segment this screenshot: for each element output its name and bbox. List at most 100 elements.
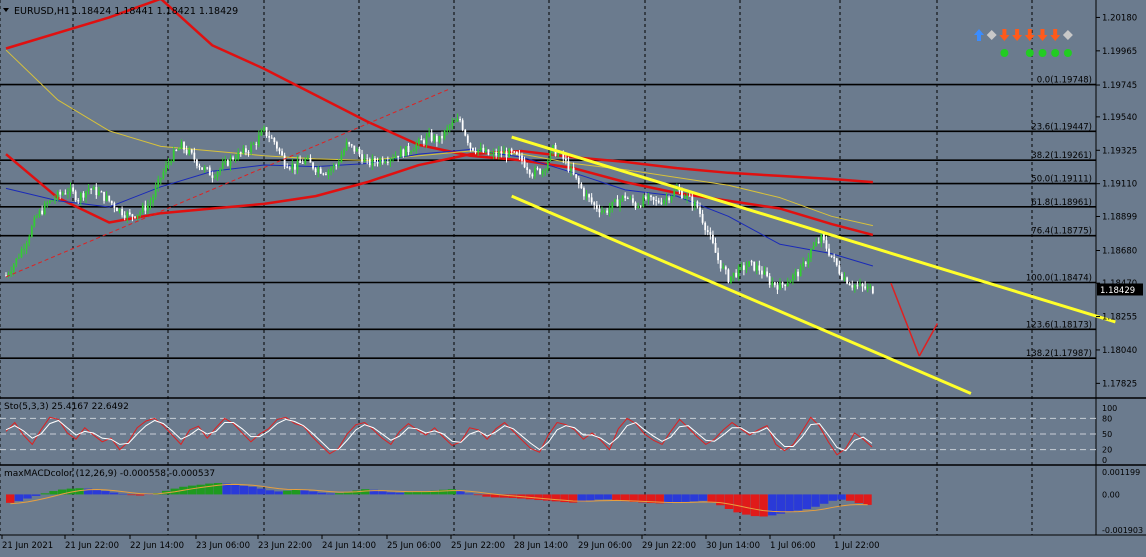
time-tick-label: 21 Jun 22:00 — [65, 541, 119, 551]
candle-body — [361, 154, 363, 162]
macd-bar — [828, 494, 838, 501]
macd-bar — [456, 491, 465, 495]
price-axis: 1.20180 1.19965 1.19745 1.19540 1.19325 1.191… — [1096, 13, 1143, 389]
candle-body — [786, 282, 789, 287]
candle-body — [644, 196, 647, 200]
candle-body — [693, 201, 696, 207]
macd-bar — [49, 491, 58, 495]
candle-body — [758, 265, 761, 271]
candle-body — [784, 284, 787, 287]
candle-body — [603, 210, 606, 212]
stochastic-line — [5, 418, 873, 452]
candle-body — [637, 206, 639, 208]
arrow-down-icon — [1024, 29, 1035, 41]
arrow-down-icon — [1012, 29, 1023, 41]
fib-level-label: 23.6(1.19447) — [1031, 122, 1092, 132]
candle-body — [639, 206, 642, 208]
macd-bar — [664, 494, 673, 504]
candle-body — [797, 271, 799, 277]
candle-body — [851, 285, 854, 288]
macd-bar — [421, 491, 431, 495]
candle-body — [25, 243, 28, 249]
macd-bar — [560, 494, 569, 503]
candle-body — [812, 245, 815, 250]
candle-body — [515, 151, 518, 155]
time-tick-label: 25 Jun 06:00 — [387, 541, 441, 551]
candle-body — [564, 158, 567, 161]
candle-body — [286, 166, 289, 168]
candle-body — [177, 148, 180, 151]
candle-body — [503, 151, 505, 154]
candle-body — [492, 152, 495, 155]
candle-body — [203, 167, 206, 170]
candle-body — [97, 191, 100, 196]
signal-dot — [1025, 49, 1034, 57]
macd-bar — [759, 494, 768, 517]
candle-body — [159, 178, 162, 180]
candle-body — [41, 210, 44, 215]
macd-bar — [846, 494, 855, 501]
candle-body — [358, 148, 361, 155]
fib-level-label: 50.0(1.19111) — [1031, 175, 1092, 185]
macd-bar — [40, 493, 49, 495]
candle-body — [642, 196, 645, 207]
candle-body — [116, 207, 118, 212]
candle-body — [273, 137, 276, 143]
menu-triangle-icon[interactable] — [3, 8, 9, 12]
macd-bar — [222, 483, 231, 495]
candle-body — [717, 252, 719, 261]
time-tick-label: 22 Jun 14:00 — [130, 541, 184, 551]
time-tick-label: 23 Jun 22:00 — [258, 541, 312, 551]
signal-dot — [1038, 49, 1047, 57]
macd-bar — [716, 494, 725, 506]
candle-body — [459, 118, 461, 121]
candle-body — [340, 155, 343, 163]
trendlines[interactable] — [5, 88, 1116, 395]
time-tick-label: 1 Jul 22:00 — [834, 541, 880, 551]
candle-body — [242, 148, 245, 153]
moving-average-line — [5, 149, 874, 267]
candle-body — [123, 215, 126, 218]
candle-body — [103, 191, 105, 201]
candle-body — [412, 150, 415, 152]
candle-body — [451, 122, 454, 126]
candle-body — [843, 277, 846, 280]
candle-body — [562, 152, 565, 159]
macd-bar — [101, 491, 110, 495]
diamond-icon — [1062, 30, 1073, 40]
stochastic-tick-label: 50 — [1102, 430, 1112, 439]
price-tick-label: 1.17825 — [1102, 379, 1137, 389]
candle-body — [755, 265, 758, 271]
trendline — [511, 135, 1116, 324]
macd-signal-line — [10, 483, 868, 513]
candle-body — [193, 152, 196, 160]
candle-body — [85, 191, 87, 198]
candle-body — [185, 149, 188, 154]
candle-body — [536, 168, 539, 170]
candle-body — [753, 261, 756, 271]
candle-body — [792, 274, 794, 281]
candle-body — [219, 168, 222, 172]
price-tick-label: 1.19110 — [1102, 180, 1137, 190]
candle-body — [5, 275, 7, 277]
macd-bar — [118, 493, 127, 495]
arrow-down-icon — [999, 29, 1010, 41]
candle-body — [706, 230, 709, 233]
stochastic-tick-label: 20 — [1102, 446, 1112, 455]
trendline — [918, 323, 939, 357]
stochastic-tick-label: 100 — [1102, 404, 1117, 413]
candle-body — [590, 197, 593, 203]
macd-bar — [612, 494, 621, 501]
candle-body — [245, 148, 247, 153]
candle-body — [172, 149, 175, 162]
macd-bar — [655, 494, 664, 504]
macd-bar — [768, 494, 777, 516]
candle-body — [87, 188, 90, 192]
macd-panel: 0.001199 0.00 -0.001903 — [6, 468, 1143, 535]
macd-bar — [144, 494, 153, 495]
candle-body — [306, 158, 309, 160]
candle-body — [198, 165, 201, 168]
